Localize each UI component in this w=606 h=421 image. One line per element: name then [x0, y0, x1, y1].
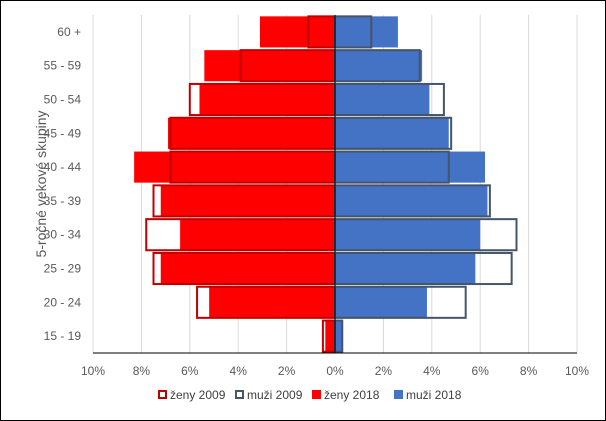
legend-swatch: [312, 390, 321, 399]
legend: ženy 2009 muži 2009 ženy 2018 muži 2018: [158, 388, 462, 402]
bar-muzi-2018-5: [335, 151, 486, 183]
legend-swatch: [394, 390, 403, 399]
legend-swatch: [235, 390, 244, 399]
y-tick-label: 25 - 29: [44, 262, 82, 276]
axes: [93, 15, 577, 354]
y-tick-label: 35 - 39: [44, 194, 82, 208]
legend-swatch: [158, 390, 167, 399]
x-tick-label: 8%: [133, 364, 151, 378]
y-axis-title: 5-ročné vekové skupiny: [33, 110, 49, 257]
bar-zeny-2018-2: [160, 252, 335, 285]
bar-muzi-2018-1: [335, 286, 427, 318]
x-tick-label: 2%: [375, 364, 393, 378]
legend-item: ženy 2018: [312, 388, 380, 402]
x-tick-label: 4%: [230, 364, 248, 378]
legend-label: muži 2009: [247, 388, 303, 402]
bar-zeny-2018-1: [209, 286, 335, 318]
bar-zeny-2018-4: [160, 185, 335, 217]
bar-zeny-2018-8: [204, 50, 335, 82]
bar-zeny-2018-5: [134, 151, 335, 183]
bar-muzi-2018-9: [335, 16, 398, 48]
bars-2009: [145, 15, 518, 353]
bar-muzi-2018-2: [335, 252, 476, 285]
legend-item: muži 2009: [235, 388, 303, 402]
y-tick-label: 15 - 19: [44, 329, 82, 343]
bar-zeny-2018-9: [259, 16, 335, 48]
bar-zeny-2018-7: [199, 83, 335, 116]
bar-zeny-2018-3: [180, 219, 335, 251]
bar-muzi-2018-7: [335, 83, 430, 116]
bar-muzi-2018-0: [335, 320, 343, 352]
legend-label: ženy 2009: [170, 388, 226, 402]
x-tick-label: 6%: [181, 364, 199, 378]
bar-muzi-2018-3: [335, 219, 481, 251]
bar-zeny-2018-6: [168, 117, 335, 149]
legend-item: ženy 2009: [158, 388, 226, 402]
x-tick-label: 4%: [423, 364, 441, 378]
bars-2018: [134, 16, 488, 352]
x-tick-label: 10%: [81, 364, 105, 378]
bar-zeny-2018-0: [325, 320, 335, 352]
y-tick-label: 60 +: [57, 25, 81, 39]
x-tick-label: 8%: [520, 364, 538, 378]
x-tick-label: 6%: [472, 364, 490, 378]
bar-muzi-2018-4: [335, 185, 488, 217]
y-tick-label: 20 - 24: [44, 295, 82, 309]
x-tick-label: 10%: [565, 364, 589, 378]
legend-label: ženy 2018: [324, 388, 380, 402]
y-tick-label: 45 - 49: [44, 126, 82, 140]
y-tick-label: 30 - 34: [44, 228, 82, 242]
legend-label: muži 2018: [406, 388, 462, 402]
y-tick-label: 40 - 44: [44, 160, 82, 174]
x-tick-label: 0%: [326, 364, 344, 378]
y-tick-labels: 15 - 19 20 - 24 25 - 29 30 - 34 35 - 39 40 - …: [44, 25, 82, 343]
x-tick-label: 2%: [278, 364, 296, 378]
legend-item: muži 2018: [394, 388, 462, 402]
y-tick-label: 50 - 54: [44, 93, 82, 107]
bar-muzi-2018-8: [335, 50, 423, 82]
bar-muzi-2018-6: [335, 117, 449, 149]
x-tick-labels: 10% 8% 6% 4% 2% 0% 2% 4% 6% 8% 10%: [81, 364, 589, 378]
y-tick-label: 55 - 59: [44, 59, 82, 73]
